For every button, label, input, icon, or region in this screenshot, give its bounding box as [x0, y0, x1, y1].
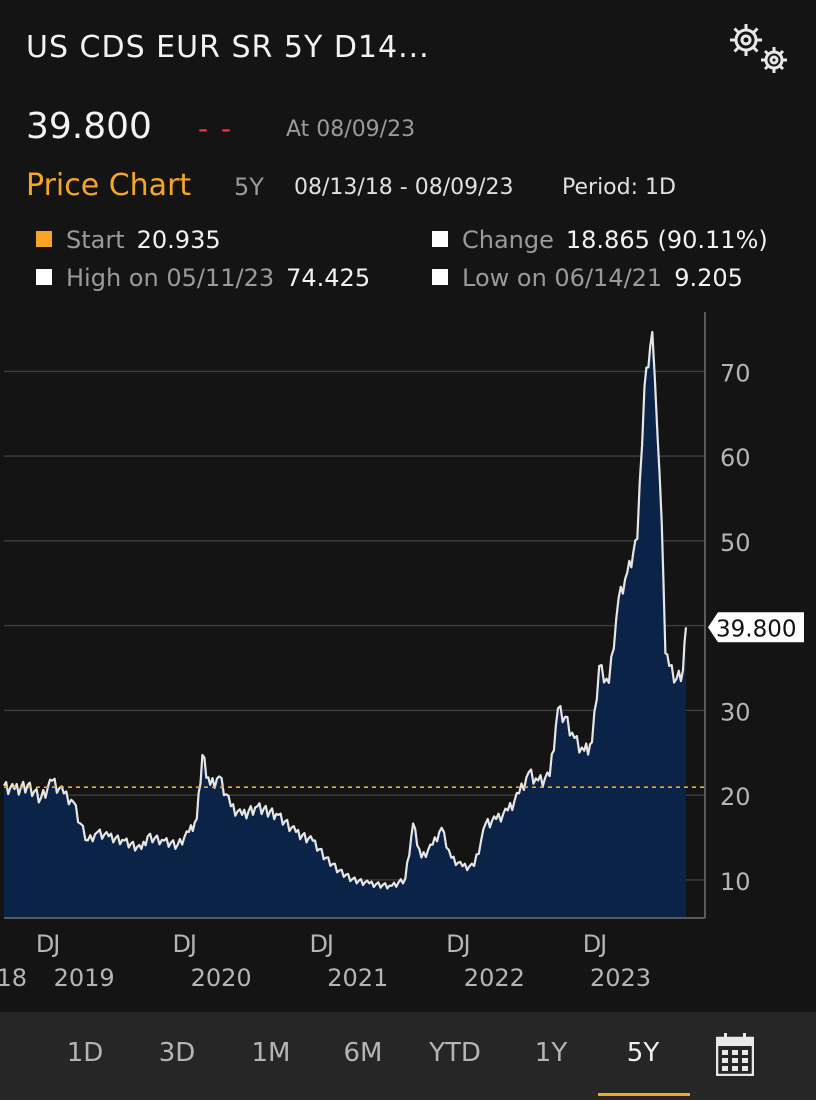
year-label-2019: 2019	[54, 964, 115, 992]
year-label-2022: 2022	[464, 964, 525, 992]
stat-high: High on 05/11/23 74.425	[36, 264, 370, 292]
low-legend-square	[432, 269, 448, 285]
stat-change-label: Change	[462, 226, 554, 254]
tab-ytd[interactable]: YTD	[429, 1038, 481, 1068]
range-selector[interactable]: 5Y	[234, 173, 264, 201]
stat-start-value: 20.935	[136, 226, 221, 254]
year-label-2023: 2023	[590, 964, 651, 992]
tab-1y[interactable]: 1Y	[534, 1038, 568, 1068]
stat-start-label: Start	[66, 226, 125, 254]
y-tick-label-50: 50	[720, 529, 751, 557]
y-tick-label-70: 70	[720, 359, 751, 387]
stat-start: Start 20.935	[36, 226, 221, 254]
y-tick-label-60: 60	[720, 444, 751, 472]
stat-low: Low on 06/14/21 9.205	[432, 264, 743, 292]
stat-low-value: 9.205	[674, 264, 743, 292]
tab-6m[interactable]: 6M	[343, 1038, 383, 1068]
x-tick-label-2: D	[173, 930, 191, 958]
price-line	[3, 330, 688, 890]
x-tick-label-7: J	[461, 930, 470, 958]
x-tick-label-6: D	[446, 930, 464, 958]
gears-icon[interactable]	[722, 18, 792, 80]
tab-3d[interactable]: 3D	[158, 1038, 196, 1068]
x-tick-label-1: J	[51, 930, 60, 958]
x-tick-label-0: D	[36, 930, 54, 958]
high-legend-square	[36, 269, 52, 285]
x-tick-label-4: D	[310, 930, 328, 958]
last-price: 39.800	[26, 106, 152, 147]
period-selector[interactable]: Period: 1D	[562, 175, 676, 200]
stat-change: Change 18.865 (90.11%)	[432, 226, 768, 254]
x-tick-label-8: D	[583, 930, 601, 958]
tab-1d[interactable]: 1D	[66, 1038, 104, 1068]
timeframe-bar	[0, 1012, 816, 1100]
stat-high-label: High on 05/11/23	[66, 264, 275, 292]
price-chart-label: Price Chart	[26, 168, 192, 203]
y-tick-label-30: 30	[720, 698, 751, 726]
price-change: - -	[198, 112, 234, 145]
price-chart[interactable]: 10203050607039.800DJDJDJDJDJ'18201920202…	[0, 300, 816, 1000]
price-area	[4, 332, 686, 918]
stat-change-value: 18.865 (90.11%)	[565, 226, 768, 254]
tab-5y[interactable]: 5Y	[626, 1038, 660, 1068]
date-range: 08/13/18 - 08/09/23	[294, 175, 514, 200]
year-label-18: '18	[0, 964, 27, 992]
change-legend-square	[432, 231, 448, 247]
last-value-tag	[708, 612, 804, 643]
x-tick-label-3: J	[188, 930, 197, 958]
tab-1m[interactable]: 1M	[251, 1038, 291, 1068]
year-label-2020: 2020	[191, 964, 252, 992]
as-of-date: At 08/09/23	[286, 117, 416, 142]
stat-high-value: 74.425	[286, 264, 371, 292]
stat-low-label: Low on 06/14/21	[462, 264, 663, 292]
security-title: US CDS EUR SR 5Y D14...	[26, 30, 430, 65]
year-label-2021: 2021	[327, 964, 388, 992]
active-tab-underline	[598, 1093, 690, 1096]
y-tick-label-10: 10	[720, 868, 751, 896]
start-legend-square	[36, 231, 52, 247]
x-tick-label-9: J	[598, 930, 607, 958]
x-tick-label-5: J	[325, 930, 334, 958]
y-tick-label-20: 20	[720, 783, 751, 811]
calendar-icon[interactable]	[716, 1032, 754, 1076]
last-value-label: 39.800	[716, 616, 796, 642]
